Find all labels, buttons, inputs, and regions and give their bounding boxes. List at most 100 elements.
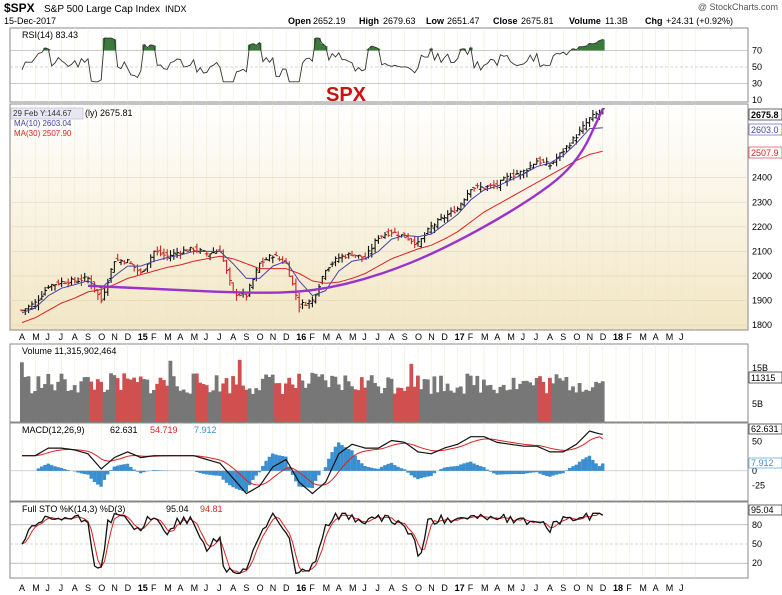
- volume-bar: [122, 373, 127, 422]
- ma30-tag: 2507.9: [751, 148, 779, 158]
- macd-histogram-bar: [389, 462, 394, 471]
- price-bar: [300, 299, 305, 310]
- x-axis-month-label: A: [547, 332, 553, 342]
- price-bar: [125, 258, 130, 264]
- x-axis-month-label: O: [573, 583, 580, 593]
- trend-curve: [87, 108, 604, 294]
- rsi-plot: [10, 37, 748, 84]
- x-axis-month-label: D: [441, 332, 448, 342]
- x-axis-month-label: J: [521, 583, 526, 593]
- volume-bar: [482, 379, 486, 422]
- x-axis-month-label: J: [362, 332, 367, 342]
- x-axis-month-label: A: [72, 332, 78, 342]
- volume-bar: [567, 390, 572, 422]
- macd-histogram-bar: [152, 470, 156, 471]
- price-bar: [416, 237, 420, 247]
- volume-bar: [175, 386, 179, 422]
- volume-bar: [373, 382, 377, 422]
- volume-bar: [366, 380, 371, 422]
- price-bar: [185, 248, 189, 253]
- macd-histogram-bar: [323, 467, 328, 471]
- x-axis-month-label: J: [375, 583, 380, 593]
- price-bar: [587, 117, 592, 128]
- volume-bar: [353, 389, 358, 422]
- volume-bar: [346, 381, 351, 422]
- volume-bar: [587, 390, 592, 422]
- macd-histogram-bar: [360, 463, 364, 471]
- macd-histogram-bar: [340, 445, 344, 471]
- volume-label: Volume: [569, 16, 601, 26]
- price-bar: [72, 277, 77, 284]
- price-bar: [455, 206, 460, 212]
- volume-bar: [485, 385, 490, 422]
- price-bar: [379, 235, 384, 239]
- price-bar: [247, 283, 252, 297]
- volume-bar: [505, 390, 509, 422]
- macd-histogram-bar: [280, 456, 285, 471]
- x-axis-month-label: M: [507, 583, 515, 593]
- x-axis-month-label: J: [534, 332, 539, 342]
- macd-histogram-bar: [122, 464, 126, 471]
- volume-bar: [340, 390, 344, 422]
- price-tick-label: 2000: [752, 271, 772, 281]
- low-value: 2651.47: [447, 16, 480, 26]
- volume-bar: [155, 383, 160, 422]
- volume-bar: [284, 383, 288, 422]
- x-axis-month-label: F: [309, 332, 315, 342]
- volume-bar: [211, 390, 216, 422]
- x-axis-month-label: N: [587, 583, 594, 593]
- sto-tick-label: 80: [752, 520, 762, 530]
- macd-histogram-bar: [597, 466, 602, 471]
- x-axis-month-label: S: [243, 332, 249, 342]
- macd-histogram-bar: [304, 470, 308, 488]
- volume-bar: [406, 386, 410, 422]
- x-axis-month-label: 17: [455, 332, 465, 342]
- price-bar: [333, 256, 338, 267]
- macd-histogram-bar: [432, 470, 437, 474]
- x-axis-month-label: A: [494, 583, 500, 593]
- x-axis-month-label: F: [626, 583, 632, 593]
- rsi-tick-label: 30: [752, 79, 762, 89]
- volume-bar: [468, 375, 473, 422]
- price-bar: [567, 142, 572, 150]
- volume-bar: [581, 391, 585, 422]
- volume-bar: [389, 378, 394, 422]
- volume-bar: [416, 375, 420, 422]
- price-bar: [409, 238, 414, 245]
- volume-bar: [204, 385, 209, 422]
- volume-bar: [102, 391, 107, 422]
- volume-bar: [135, 382, 140, 422]
- x-axis-month-label: 15: [138, 332, 148, 342]
- macd-histogram-bar: [426, 470, 430, 477]
- x-axis-month-label: M: [323, 583, 331, 593]
- price-bar: [119, 259, 123, 266]
- macd-histogram-bar: [594, 463, 598, 471]
- x-axis-month-label: M: [507, 332, 515, 342]
- x-axis-month-label: N: [428, 583, 435, 593]
- macd-histogram-bar: [577, 461, 582, 471]
- volume-bar: [359, 377, 364, 422]
- macd-histogram-bar: [214, 470, 219, 476]
- volume-bar: [142, 378, 146, 422]
- macd-histogram-bar: [82, 470, 87, 475]
- volume-bar: [498, 386, 503, 422]
- macd-histogram-bar: [92, 470, 97, 483]
- macd-histogram-bar: [548, 470, 552, 477]
- value-tags: 2675.8 2603.0 2507.9 11315 62.631 7.912 …: [748, 108, 782, 516]
- macd-histogram-bar: [373, 468, 377, 471]
- volume-bar: [383, 387, 387, 422]
- price-bar: [66, 278, 71, 288]
- price-bar: [244, 293, 249, 301]
- x-axis-month-label: F: [468, 332, 474, 342]
- volume-bar: [251, 393, 255, 422]
- x-axis-month-label: D: [125, 332, 132, 342]
- price-bar: [528, 161, 533, 171]
- x-axis-month-label: F: [468, 583, 474, 593]
- macd-histogram-bar: [333, 446, 338, 471]
- volume-bar: [386, 377, 391, 422]
- sto-panel: [9, 501, 749, 579]
- macd-histogram-bar: [518, 470, 522, 475]
- macd-histogram-bar: [313, 470, 318, 481]
- macd-histogram-bar: [287, 466, 291, 471]
- macd-histogram-bar: [109, 470, 113, 471]
